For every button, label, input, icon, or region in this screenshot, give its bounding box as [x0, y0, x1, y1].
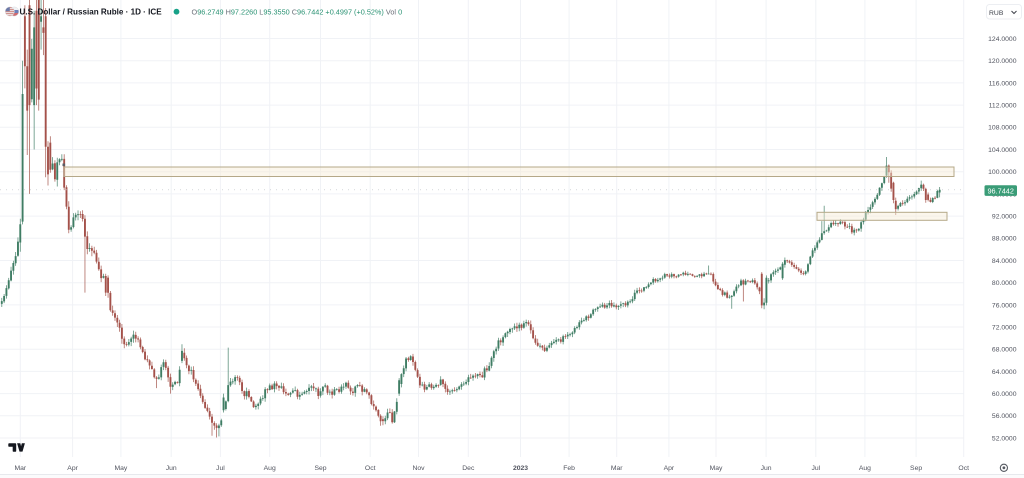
svg-text:Mar: Mar [611, 465, 623, 472]
svg-text:116.0000: 116.0000 [989, 80, 1017, 87]
svg-text:U.S. Dollar / Russian Ruble ·: U.S. Dollar / Russian Ruble · 1D · ICE [20, 8, 163, 17]
svg-text:56.0000: 56.0000 [992, 413, 1017, 420]
svg-text:2023: 2023 [513, 465, 528, 472]
svg-text:104.0000: 104.0000 [988, 147, 1017, 154]
svg-text:68.0000: 68.0000 [992, 347, 1017, 354]
svg-text:108.0000: 108.0000 [988, 125, 1017, 132]
svg-text:124.0000: 124.0000 [988, 36, 1017, 43]
svg-text:May: May [114, 465, 127, 472]
svg-text:Dec: Dec [462, 465, 475, 472]
svg-text:Aug: Aug [859, 465, 871, 472]
svg-text:112.0000: 112.0000 [989, 103, 1017, 110]
svg-text:Jun: Jun [166, 465, 177, 472]
svg-text:76.0000: 76.0000 [992, 302, 1017, 309]
svg-text:84.0000: 84.0000 [992, 258, 1017, 265]
svg-text:Sep: Sep [910, 465, 922, 472]
svg-text:Mar: Mar [14, 465, 26, 472]
svg-text:RUB: RUB [989, 10, 1004, 17]
svg-text:Nov: Nov [412, 465, 425, 472]
svg-text:72.0000: 72.0000 [992, 324, 1017, 331]
svg-text:Apr: Apr [664, 465, 675, 472]
svg-text:120.0000: 120.0000 [988, 58, 1017, 65]
svg-text:96.7442: 96.7442 [988, 186, 1014, 195]
svg-text:May: May [710, 465, 723, 472]
svg-text:Oct: Oct [365, 465, 376, 472]
svg-text:Jun: Jun [761, 465, 772, 472]
svg-text:80.0000: 80.0000 [992, 280, 1017, 287]
svg-text:Oct: Oct [958, 465, 969, 472]
svg-text:Apr: Apr [67, 465, 78, 472]
svg-text:88.0000: 88.0000 [992, 236, 1017, 243]
svg-text:Aug: Aug [264, 465, 276, 472]
svg-text:92.0000: 92.0000 [992, 214, 1017, 221]
svg-text:Feb: Feb [563, 465, 575, 472]
svg-text:Sep: Sep [314, 465, 326, 472]
svg-text:Jul: Jul [216, 465, 225, 472]
svg-text:O96.2749 H97.2260 L95.3550 C96: O96.2749 H97.2260 L95.3550 C96.7442 +0.4… [192, 7, 403, 16]
svg-text:60.0000: 60.0000 [992, 391, 1017, 398]
svg-text:Jul: Jul [811, 465, 820, 472]
svg-text:52.0000: 52.0000 [992, 435, 1017, 442]
svg-text:64.0000: 64.0000 [992, 369, 1017, 376]
svg-text:100.0000: 100.0000 [988, 169, 1017, 176]
